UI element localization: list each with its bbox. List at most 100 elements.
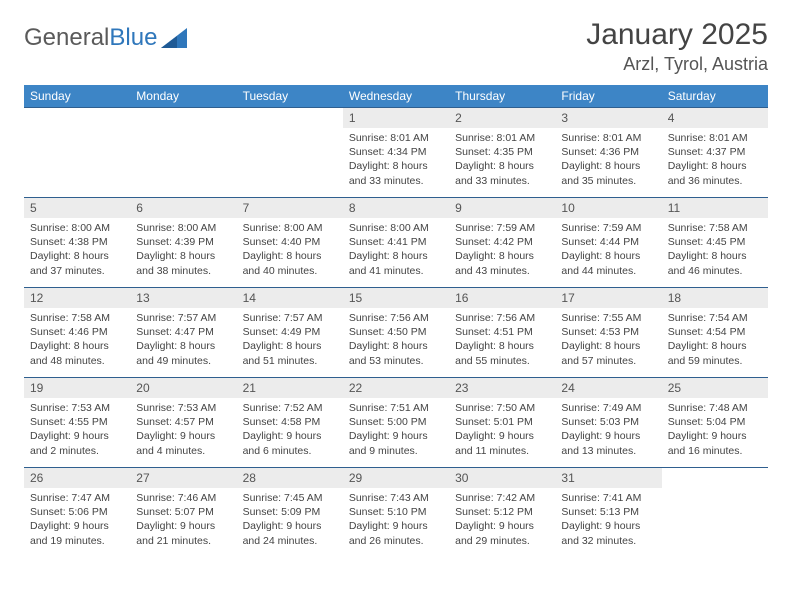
day-line: Daylight: 8 hours (561, 249, 655, 263)
day-line: Daylight: 8 hours (243, 339, 337, 353)
day-line: Daylight: 9 hours (349, 519, 443, 533)
day-number: 4 (662, 108, 768, 128)
day-line: and 33 minutes. (455, 174, 549, 188)
day-cell: 14Sunrise: 7:57 AMSunset: 4:49 PMDayligh… (237, 288, 343, 378)
day-number: 29 (343, 468, 449, 488)
day-line: Sunset: 4:39 PM (136, 235, 230, 249)
day-line: and 48 minutes. (30, 354, 124, 368)
day-text: Sunrise: 7:50 AMSunset: 5:01 PMDaylight:… (449, 398, 555, 458)
day-cell (24, 108, 130, 198)
day-line: and 46 minutes. (668, 264, 762, 278)
day-cell: 27Sunrise: 7:46 AMSunset: 5:07 PMDayligh… (130, 468, 236, 558)
day-line: and 44 minutes. (561, 264, 655, 278)
dow-wednesday: Wednesday (343, 85, 449, 108)
day-cell: 1Sunrise: 8:01 AMSunset: 4:34 PMDaylight… (343, 108, 449, 198)
day-cell: 25Sunrise: 7:48 AMSunset: 5:04 PMDayligh… (662, 378, 768, 468)
day-number: 27 (130, 468, 236, 488)
day-line: Sunset: 5:00 PM (349, 415, 443, 429)
day-line: Sunset: 5:10 PM (349, 505, 443, 519)
brand-part1: General (24, 24, 109, 52)
day-text: Sunrise: 7:59 AMSunset: 4:44 PMDaylight:… (555, 218, 661, 278)
day-line: and 21 minutes. (136, 534, 230, 548)
day-line: and 55 minutes. (455, 354, 549, 368)
day-line: Sunrise: 7:43 AM (349, 491, 443, 505)
day-text: Sunrise: 7:47 AMSunset: 5:06 PMDaylight:… (24, 488, 130, 548)
day-line: Sunset: 4:46 PM (30, 325, 124, 339)
day-line: Daylight: 9 hours (455, 429, 549, 443)
day-text: Sunrise: 8:00 AMSunset: 4:38 PMDaylight:… (24, 218, 130, 278)
day-cell: 26Sunrise: 7:47 AMSunset: 5:06 PMDayligh… (24, 468, 130, 558)
day-line: Sunrise: 7:58 AM (668, 221, 762, 235)
day-number: 16 (449, 288, 555, 308)
day-line: and 53 minutes. (349, 354, 443, 368)
week-row: 12Sunrise: 7:58 AMSunset: 4:46 PMDayligh… (24, 288, 768, 378)
day-cell: 16Sunrise: 7:56 AMSunset: 4:51 PMDayligh… (449, 288, 555, 378)
day-cell: 31Sunrise: 7:41 AMSunset: 5:13 PMDayligh… (555, 468, 661, 558)
day-line: Sunrise: 7:53 AM (30, 401, 124, 415)
day-cell: 20Sunrise: 7:53 AMSunset: 4:57 PMDayligh… (130, 378, 236, 468)
day-line: Daylight: 9 hours (561, 429, 655, 443)
day-line: Daylight: 9 hours (349, 429, 443, 443)
day-cell: 22Sunrise: 7:51 AMSunset: 5:00 PMDayligh… (343, 378, 449, 468)
day-text: Sunrise: 7:56 AMSunset: 4:50 PMDaylight:… (343, 308, 449, 368)
day-line: Sunrise: 7:58 AM (30, 311, 124, 325)
day-line: and 19 minutes. (30, 534, 124, 548)
day-text: Sunrise: 7:58 AMSunset: 4:46 PMDaylight:… (24, 308, 130, 368)
day-line: Sunrise: 7:45 AM (243, 491, 337, 505)
day-line: Sunset: 5:03 PM (561, 415, 655, 429)
week-row: 19Sunrise: 7:53 AMSunset: 4:55 PMDayligh… (24, 378, 768, 468)
week-row: 5Sunrise: 8:00 AMSunset: 4:38 PMDaylight… (24, 198, 768, 288)
day-line: Sunrise: 8:01 AM (668, 131, 762, 145)
day-number: 11 (662, 198, 768, 218)
day-line: Daylight: 9 hours (243, 429, 337, 443)
calendar-table: Sunday Monday Tuesday Wednesday Thursday… (24, 85, 768, 558)
day-text: Sunrise: 8:01 AMSunset: 4:35 PMDaylight:… (449, 128, 555, 188)
day-line: and 40 minutes. (243, 264, 337, 278)
day-line: Daylight: 9 hours (30, 519, 124, 533)
day-line: Daylight: 8 hours (243, 249, 337, 263)
day-line: Sunset: 4:37 PM (668, 145, 762, 159)
day-text: Sunrise: 7:41 AMSunset: 5:13 PMDaylight:… (555, 488, 661, 548)
day-cell: 30Sunrise: 7:42 AMSunset: 5:12 PMDayligh… (449, 468, 555, 558)
day-line: Daylight: 8 hours (136, 339, 230, 353)
day-line: and 51 minutes. (243, 354, 337, 368)
day-line: Sunrise: 7:57 AM (136, 311, 230, 325)
day-line: Sunset: 4:51 PM (455, 325, 549, 339)
day-cell: 18Sunrise: 7:54 AMSunset: 4:54 PMDayligh… (662, 288, 768, 378)
day-text: Sunrise: 7:43 AMSunset: 5:10 PMDaylight:… (343, 488, 449, 548)
dow-thursday: Thursday (449, 85, 555, 108)
day-line: and 24 minutes. (243, 534, 337, 548)
day-line: and 36 minutes. (668, 174, 762, 188)
day-cell: 3Sunrise: 8:01 AMSunset: 4:36 PMDaylight… (555, 108, 661, 198)
day-text: Sunrise: 7:54 AMSunset: 4:54 PMDaylight:… (662, 308, 768, 368)
day-line: Daylight: 8 hours (668, 249, 762, 263)
calendar-body: 1Sunrise: 8:01 AMSunset: 4:34 PMDaylight… (24, 108, 768, 558)
day-line: Sunrise: 7:48 AM (668, 401, 762, 415)
day-cell: 24Sunrise: 7:49 AMSunset: 5:03 PMDayligh… (555, 378, 661, 468)
day-line: Sunset: 5:07 PM (136, 505, 230, 519)
day-line: Daylight: 9 hours (455, 519, 549, 533)
day-text: Sunrise: 8:01 AMSunset: 4:36 PMDaylight:… (555, 128, 661, 188)
day-line: and 57 minutes. (561, 354, 655, 368)
day-number: 24 (555, 378, 661, 398)
day-cell: 2Sunrise: 8:01 AMSunset: 4:35 PMDaylight… (449, 108, 555, 198)
day-line: Daylight: 9 hours (30, 429, 124, 443)
day-line: Daylight: 8 hours (455, 249, 549, 263)
day-line: and 41 minutes. (349, 264, 443, 278)
day-line: Sunrise: 8:01 AM (561, 131, 655, 145)
day-cell: 23Sunrise: 7:50 AMSunset: 5:01 PMDayligh… (449, 378, 555, 468)
day-number: 15 (343, 288, 449, 308)
day-line: Sunset: 4:36 PM (561, 145, 655, 159)
day-line: Sunset: 4:50 PM (349, 325, 443, 339)
day-line: Sunset: 4:42 PM (455, 235, 549, 249)
header: GeneralBlue January 2025 Arzl, Tyrol, Au… (24, 18, 768, 75)
day-number: 6 (130, 198, 236, 218)
day-cell: 6Sunrise: 8:00 AMSunset: 4:39 PMDaylight… (130, 198, 236, 288)
day-number: 19 (24, 378, 130, 398)
day-number: 10 (555, 198, 661, 218)
day-number: 23 (449, 378, 555, 398)
day-line: Sunrise: 7:42 AM (455, 491, 549, 505)
day-line: Sunrise: 7:59 AM (455, 221, 549, 235)
day-cell (237, 108, 343, 198)
day-line: Daylight: 8 hours (668, 339, 762, 353)
